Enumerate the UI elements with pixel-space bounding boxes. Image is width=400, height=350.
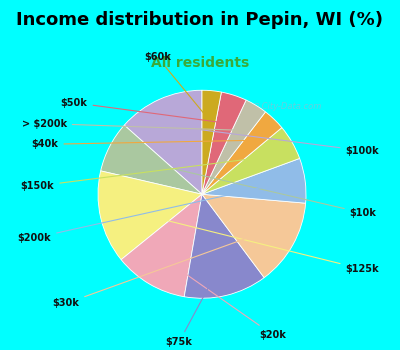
Text: $30k: $30k	[52, 232, 265, 308]
Text: ⓘ City-Data.com: ⓘ City-Data.com	[254, 102, 322, 111]
Wedge shape	[202, 100, 266, 194]
Wedge shape	[202, 92, 246, 194]
Text: Income distribution in Pepin, WI (%): Income distribution in Pepin, WI (%)	[16, 11, 384, 29]
Text: > $200k: > $200k	[22, 119, 238, 130]
Text: $40k: $40k	[32, 139, 251, 149]
Text: $125k: $125k	[132, 212, 379, 274]
Text: $10k: $10k	[138, 161, 376, 218]
Text: All residents: All residents	[151, 56, 249, 70]
Text: $50k: $50k	[61, 98, 222, 122]
Text: $100k: $100k	[174, 126, 379, 155]
Text: $200k: $200k	[18, 185, 274, 243]
Wedge shape	[98, 171, 202, 260]
Wedge shape	[202, 159, 306, 203]
Wedge shape	[124, 90, 202, 194]
Wedge shape	[121, 194, 202, 297]
Text: $60k: $60k	[144, 52, 207, 118]
Wedge shape	[202, 90, 221, 194]
Wedge shape	[202, 128, 300, 194]
Wedge shape	[101, 125, 202, 194]
Text: $20k: $20k	[166, 260, 286, 340]
Text: $75k: $75k	[166, 270, 218, 347]
Wedge shape	[202, 112, 282, 194]
Text: $150k: $150k	[21, 157, 264, 191]
Wedge shape	[184, 194, 264, 298]
Wedge shape	[202, 194, 306, 278]
